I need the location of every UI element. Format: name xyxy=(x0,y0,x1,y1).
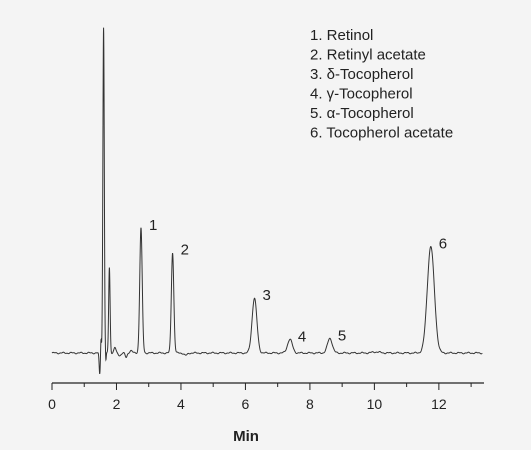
legend-entry: 1. Retinol xyxy=(310,27,373,44)
legend-entry: 2. Retinyl acetate xyxy=(310,47,426,64)
x-tick-label: 2 xyxy=(113,396,121,412)
legend-entry: 6. Tocopherol acetate xyxy=(310,125,453,142)
x-tick-label: 6 xyxy=(242,396,250,412)
x-tick-label: 4 xyxy=(177,396,185,412)
peak-label: 4 xyxy=(298,328,306,345)
x-axis: 0 2 4 6 8 10 12 xyxy=(48,382,484,412)
peak-label: 5 xyxy=(338,327,346,344)
peak-label: 2 xyxy=(181,242,189,259)
x-axis-label: Min xyxy=(233,428,259,445)
legend-entry: 5. α-Tocopherol xyxy=(310,105,414,122)
x-tick-label: 8 xyxy=(306,396,314,412)
peak-label: 1 xyxy=(149,217,157,234)
x-tick-label: 0 xyxy=(48,396,56,412)
peak-label: 6 xyxy=(439,235,447,252)
x-tick-label: 10 xyxy=(367,396,383,412)
peak-label: 3 xyxy=(262,287,270,304)
chromatogram-trace xyxy=(51,27,483,374)
trace-group xyxy=(51,27,483,374)
legend-entry: 3. δ-Tocopherol xyxy=(310,66,413,83)
peak-labels: 1 2 3 4 5 6 xyxy=(149,217,447,345)
legend: 1. Retinol 2. Retinyl acetate 3. δ-Tocophe… xyxy=(310,27,453,142)
legend-entry: 4. γ-Tocopherol xyxy=(310,86,413,103)
x-tick-label: 12 xyxy=(431,396,447,412)
